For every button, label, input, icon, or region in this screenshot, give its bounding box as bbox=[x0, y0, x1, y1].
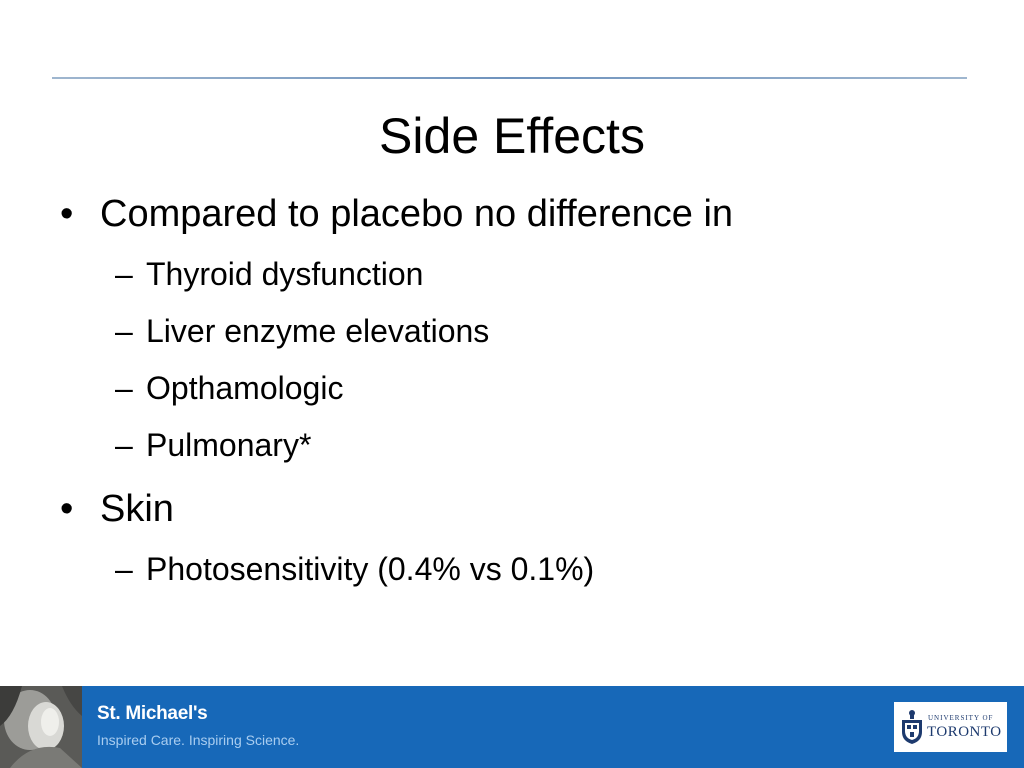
bullet-text: Compared to placebo no difference in bbox=[100, 193, 734, 235]
sub-bullet-mark: – bbox=[115, 370, 133, 406]
sub-bullet-item: – Photosensitivity (0.4% vs 0.1%) bbox=[115, 550, 594, 588]
sub-bullet-text: Opthamologic bbox=[146, 370, 344, 406]
sub-bullet-item: – Liver enzyme elevations bbox=[115, 312, 489, 350]
bullet-mark: • bbox=[60, 488, 74, 530]
bullet-mark: • bbox=[60, 193, 74, 235]
sub-bullet-mark: – bbox=[115, 256, 133, 292]
bullet-item: • Compared to placebo no difference in bbox=[60, 192, 733, 236]
bullet-text: Skin bbox=[100, 488, 174, 530]
brand-tagline: Inspired Care. Inspiring Science. bbox=[97, 732, 300, 748]
university-logo: UNIVERSITY OF TORONTO bbox=[894, 702, 1007, 752]
toronto-label: TORONTO bbox=[927, 724, 1002, 740]
crest-icon bbox=[902, 710, 922, 744]
sub-bullet-item: – Thyroid dysfunction bbox=[115, 255, 423, 293]
sub-bullet-text: Liver enzyme elevations bbox=[146, 313, 490, 349]
sub-bullet-item: – Pulmonary* bbox=[115, 426, 311, 464]
footer-banner: St. Michael's Inspired Care. Inspiring S… bbox=[0, 686, 1024, 768]
sub-bullet-mark: – bbox=[115, 313, 133, 349]
top-divider bbox=[52, 77, 967, 79]
sub-bullet-text: Photosensitivity (0.4% vs 0.1%) bbox=[146, 551, 595, 587]
sub-bullet-text: Pulmonary* bbox=[146, 427, 312, 463]
brand-name: St. Michael's bbox=[97, 703, 208, 724]
bullet-item: • Skin bbox=[60, 487, 174, 531]
slide-title: Side Effects bbox=[379, 108, 645, 164]
sub-bullet-mark: – bbox=[115, 551, 133, 587]
slide-content: • Compared to placebo no difference in – T… bbox=[60, 192, 733, 588]
sub-bullet-mark: – bbox=[115, 427, 133, 463]
statue-photo bbox=[0, 686, 82, 768]
sub-bullet-text: Thyroid dysfunction bbox=[146, 256, 424, 292]
sub-bullet-item: – Opthamologic bbox=[115, 369, 343, 407]
university-of-label: UNIVERSITY OF bbox=[928, 714, 994, 722]
